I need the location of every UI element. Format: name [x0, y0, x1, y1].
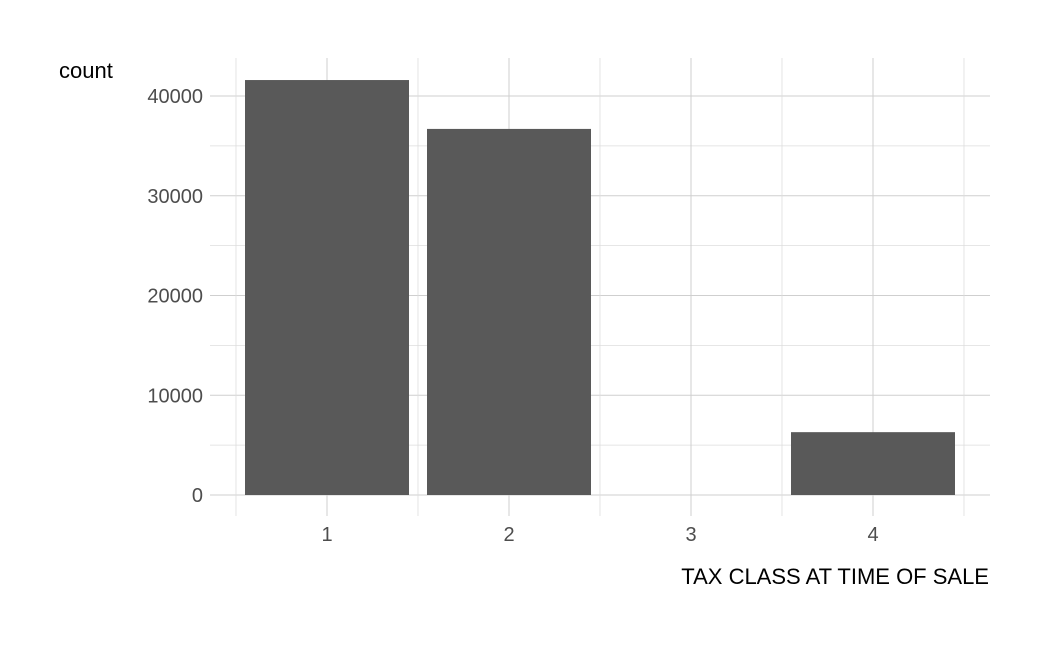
bar-1 [245, 80, 409, 495]
x-tick-label: 3 [685, 524, 696, 546]
vertical-gridlines [235, 58, 965, 516]
x-tick-label: 1 [321, 524, 332, 546]
bars [245, 80, 955, 496]
x-axis-label: TAX CLASS AT TIME OF SALE [681, 564, 989, 589]
x-tick-labels: 1 2 3 4 [321, 524, 878, 546]
y-tick-label: 20000 [147, 286, 203, 308]
y-tick-label: 40000 [147, 86, 203, 108]
y-tick-label: 0 [192, 485, 203, 507]
x-tick-label: 4 [867, 524, 878, 546]
y-tick-label: 10000 [147, 385, 203, 407]
x-tick-label: 2 [503, 524, 514, 546]
bar-4 [791, 432, 955, 495]
bar-2 [427, 128, 591, 496]
y-tick-labels: 0 10000 20000 30000 40000 [147, 86, 203, 507]
y-tick-label: 30000 [147, 186, 203, 208]
y-axis-label: count [59, 58, 113, 83]
